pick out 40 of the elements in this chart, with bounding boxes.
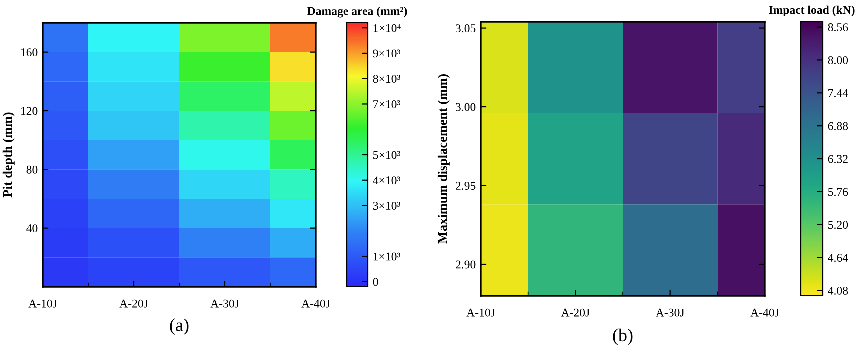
color-bar-label: 5.76: [828, 188, 848, 196]
color-bar-label: 4.08: [828, 286, 848, 295]
color-bar-title: Impact load (kN): [769, 6, 855, 17]
color-bar-label: 4×10³: [373, 176, 401, 185]
x-tick-label: A-10J: [466, 308, 496, 317]
color-bar-label: 6.88: [828, 122, 848, 130]
y-tick-label: 3.05: [456, 24, 476, 33]
y-tick-label: 3.00: [456, 103, 476, 112]
x-tick-label: A-30J: [210, 300, 240, 308]
color-bar-label: 5.20: [828, 221, 848, 230]
color-bar-title: Damage area (mm²): [308, 6, 408, 18]
x-tick-label: A-20J: [561, 308, 590, 317]
y-axis-title: Maximum displacement (mm): [438, 74, 450, 244]
y-tick-label: 2.90: [456, 260, 476, 269]
color-bar-label: 7×10³: [374, 100, 401, 108]
color-bar-label: 1×10⁴: [374, 24, 402, 32]
color-bar-label: 0: [373, 278, 378, 286]
y-tick-label: 120: [21, 107, 38, 116]
y-tick-label: 160: [21, 48, 38, 57]
color-bar-label: 9×10³: [373, 50, 401, 58]
y-tick-label: 80: [26, 166, 38, 174]
color-bar-label: 5×10³: [374, 151, 401, 160]
x-tick-label: A-40J: [302, 300, 330, 308]
x-tick-label: A-30J: [656, 308, 685, 317]
color-bar-label: 4.64: [828, 254, 848, 262]
x-tick-label: A-40J: [750, 308, 780, 317]
text: (a): [170, 318, 189, 336]
color-bar-label: 6.32: [828, 155, 848, 164]
color-bar-label: 7.44: [828, 89, 848, 98]
color-bar-label: 8.56: [828, 24, 848, 32]
y-tick-label: 2.95: [456, 182, 476, 190]
x-tick-label: A-20J: [120, 300, 148, 308]
x-tick-label: A-10J: [28, 300, 58, 308]
y-tick-label: 40: [26, 224, 38, 233]
color-bar-label: 8.00: [828, 56, 848, 64]
color-bar-label: 1×10³: [374, 252, 401, 261]
color-bar-label: 3×10³: [373, 202, 401, 210]
y-axis-title: Pit depth (mm): [2, 112, 15, 198]
color-bar-label: 8×10³: [373, 75, 401, 84]
text: (b): [613, 328, 633, 346]
